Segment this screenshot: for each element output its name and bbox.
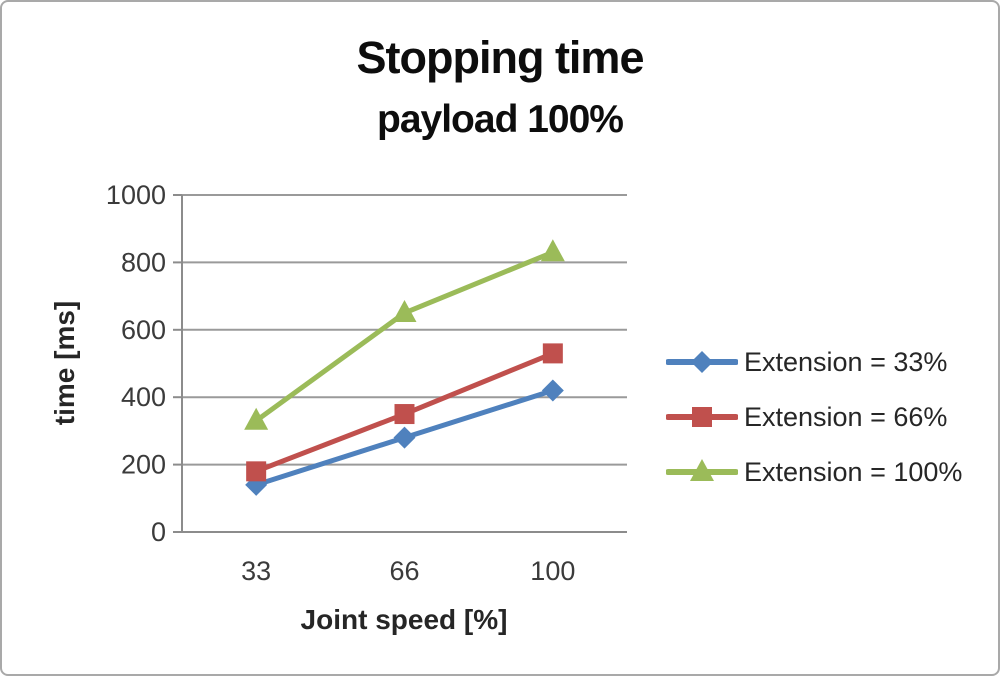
y-tick-label: 800 — [121, 247, 166, 277]
square-marker-icon — [394, 404, 415, 425]
x-tick-label: 100 — [530, 556, 575, 586]
y-tick-label: 1000 — [106, 180, 166, 210]
triangle-marker-icon — [392, 299, 417, 322]
triangle-marker-icon — [540, 239, 565, 262]
legend-item-label: Extension = 33% — [744, 346, 948, 377]
chart-subtitle: payload 100% — [377, 98, 624, 141]
y-tick-label: 200 — [121, 450, 166, 480]
square-marker-icon — [246, 461, 267, 482]
legend-item: Extension = 100% — [666, 454, 962, 490]
legend-item: Extension = 66% — [666, 399, 962, 435]
diamond-marker-icon — [541, 379, 564, 402]
x-tick-label: 33 — [241, 556, 271, 586]
chart-legend: Extension = 33% Extension = 66% Extension … — [666, 344, 962, 490]
legend-square-marker-icon — [666, 407, 738, 427]
legend-item-label: Extension = 100% — [744, 456, 963, 487]
y-tick-label: 600 — [121, 315, 166, 345]
legend-item-label: Extension = 66% — [744, 401, 948, 432]
series-line — [253, 249, 556, 424]
y-tick-label: 0 — [151, 517, 166, 547]
square-marker-icon — [692, 407, 712, 427]
legend-diamond-marker-icon — [666, 351, 738, 373]
square-marker-icon — [542, 343, 563, 364]
triangle-marker-icon — [690, 459, 714, 481]
legend-triangle-marker-icon — [666, 459, 738, 481]
x-axis-title: Joint speed [%] — [300, 604, 508, 635]
chart-title: Stopping time — [356, 32, 645, 83]
y-axis-title: time [ms] — [49, 300, 80, 426]
diamond-marker-icon — [393, 426, 416, 449]
x-tick-label: 66 — [389, 556, 419, 586]
triangle-marker-icon — [244, 407, 269, 430]
y-tick-label: 400 — [121, 382, 166, 412]
diamond-marker-icon — [691, 351, 713, 373]
legend-item: Extension = 33% — [666, 344, 962, 380]
